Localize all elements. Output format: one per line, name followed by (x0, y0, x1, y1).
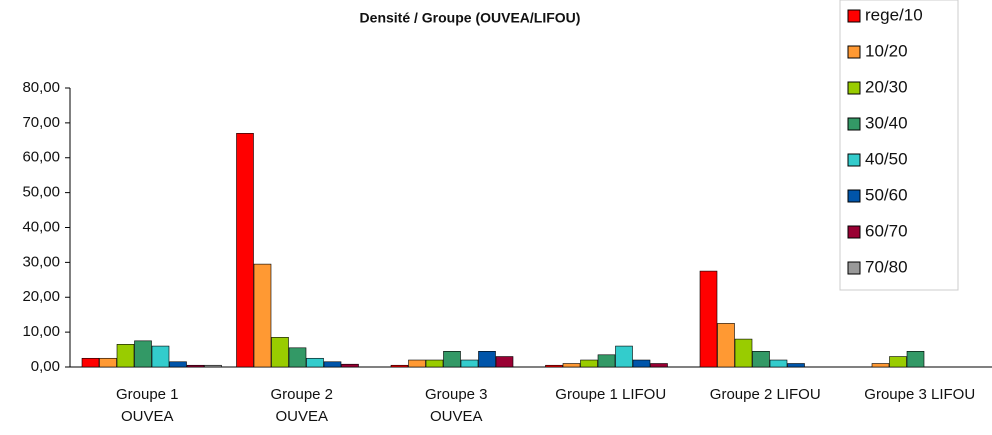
legend-label: 60/70 (865, 221, 908, 240)
y-tick-label: 70,00 (22, 114, 60, 131)
bar (186, 364, 205, 368)
y-tick-label: 30,00 (22, 253, 60, 270)
bar (478, 351, 496, 368)
y-tick-label: 20,00 (22, 288, 60, 305)
bar (615, 345, 633, 368)
bar (545, 364, 563, 368)
bar (580, 359, 598, 368)
bar (341, 363, 359, 368)
bar (81, 357, 100, 368)
legend-label: 20/30 (865, 77, 908, 96)
x-tick-label: Groupe 2 LIFOU (709, 386, 821, 403)
legend-swatch (847, 117, 861, 131)
bar (460, 359, 479, 368)
bar (169, 361, 187, 368)
chart-title: Densité / Groupe (OUVEA/LIFOU) (360, 10, 581, 26)
legend-label: rege/10 (865, 5, 923, 24)
legend-label: 40/50 (865, 149, 908, 168)
legend-swatch (847, 189, 861, 203)
bar (906, 351, 925, 368)
bar (390, 364, 409, 368)
legend-swatch (847, 261, 861, 275)
legend-swatch (847, 225, 861, 239)
bar (134, 340, 152, 368)
bar (425, 359, 444, 368)
bar (271, 337, 289, 368)
bar (288, 347, 307, 368)
y-tick-label: 10,00 (22, 323, 60, 340)
x-tick-label: Groupe 3 OUVEA (424, 386, 488, 425)
y-tick-label: 50,00 (22, 184, 60, 201)
bar (734, 338, 753, 368)
bar (495, 356, 514, 368)
bar (562, 363, 581, 368)
bar (650, 363, 668, 368)
y-tick-label: 40,00 (22, 218, 60, 235)
bar (151, 345, 170, 368)
bar (99, 357, 117, 368)
bar (769, 359, 788, 368)
bar (717, 323, 735, 368)
legend-label: 30/40 (865, 113, 908, 132)
y-tick-label: 0,00 (31, 358, 60, 375)
bar (116, 344, 135, 368)
bar (699, 270, 718, 368)
bar (204, 364, 222, 368)
legend-swatch (847, 153, 861, 167)
bar (306, 357, 324, 368)
y-tick-label: 80,00 (22, 79, 60, 96)
bar (632, 359, 651, 368)
bar (408, 359, 426, 368)
bar (323, 361, 342, 368)
x-tick-label: Groupe 3 LIFOU (864, 386, 976, 403)
legend-swatch (847, 81, 861, 95)
x-tick-label: Groupe 1 OUVEA (115, 386, 179, 425)
legend-label: 70/80 (865, 257, 908, 276)
x-tick-label: Groupe 2 OUVEA (270, 386, 334, 425)
x-tick-label: Groupe 1 LIFOU (555, 386, 667, 403)
bar (597, 354, 616, 368)
bar (871, 363, 890, 368)
bar (236, 133, 254, 368)
legend-label: 50/60 (865, 185, 908, 204)
y-tick-label: 60,00 (22, 149, 60, 166)
legend-label: 10/20 (865, 41, 908, 60)
bar (253, 263, 272, 368)
bar (889, 356, 907, 368)
bar (443, 351, 461, 368)
bar (787, 363, 805, 368)
legend-swatch (847, 45, 861, 59)
legend-swatch (847, 9, 861, 23)
bar (752, 351, 770, 368)
